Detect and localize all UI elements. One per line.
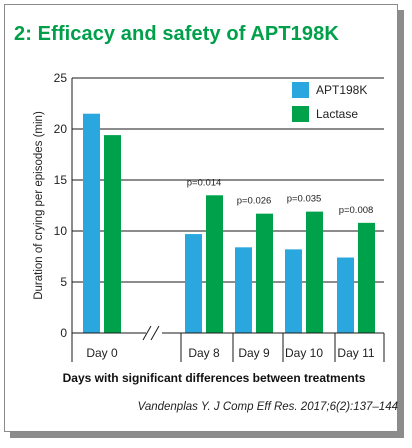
y-tick-label: 0 xyxy=(60,326,67,340)
x-tick-label: Day 11 xyxy=(337,346,374,360)
bar-lactase-2 xyxy=(256,213,273,333)
bar-lactase-4 xyxy=(358,222,375,333)
p-value-label: p=0.035 xyxy=(287,194,322,205)
x-tick-label: Day 10 xyxy=(285,346,323,360)
axis-break-mark xyxy=(150,325,160,341)
legend-label-apt198k: APT198K xyxy=(316,83,367,97)
y-tick-label: 20 xyxy=(54,122,68,136)
bar-apt198k-4 xyxy=(337,257,354,333)
legend-swatch-apt198k xyxy=(292,82,309,98)
bar-apt198k-3 xyxy=(285,249,302,333)
legend-label-lactase: Lactase xyxy=(316,107,358,121)
x-axis-title: Days with significant differences betwee… xyxy=(63,371,366,385)
y-tick-label: 10 xyxy=(54,224,68,238)
chart-title: 2: Efficacy and safety of APT198K xyxy=(14,23,339,45)
legend-swatch-lactase xyxy=(292,106,309,122)
y-axis-title: Duration of crying per episodes (min) xyxy=(33,111,45,300)
bar-apt198k-1 xyxy=(185,234,202,333)
x-tick-label: Day 0 xyxy=(86,346,118,360)
p-value-label: p=0.026 xyxy=(237,196,272,207)
axis-break-mark xyxy=(142,325,152,341)
y-tick-label: 25 xyxy=(54,71,68,85)
x-tick-label: Day 9 xyxy=(238,346,270,360)
y-tick-label: 15 xyxy=(54,173,68,187)
y-tick-label: 5 xyxy=(60,275,67,289)
source-citation: Vandenplas Y. J Comp Eff Res. 2017;6(2):… xyxy=(137,401,398,413)
x-tick-label: Day 8 xyxy=(188,346,220,360)
bar-lactase-1 xyxy=(206,195,223,333)
p-value-label: p=0.014 xyxy=(187,177,222,188)
p-value-label: p=0.008 xyxy=(339,205,374,216)
chart-card xyxy=(4,4,398,432)
bar-lactase-3 xyxy=(306,211,323,333)
bar-apt198k-0 xyxy=(83,113,100,333)
bar-apt198k-2 xyxy=(235,247,252,333)
bar-lactase-0 xyxy=(104,135,121,333)
